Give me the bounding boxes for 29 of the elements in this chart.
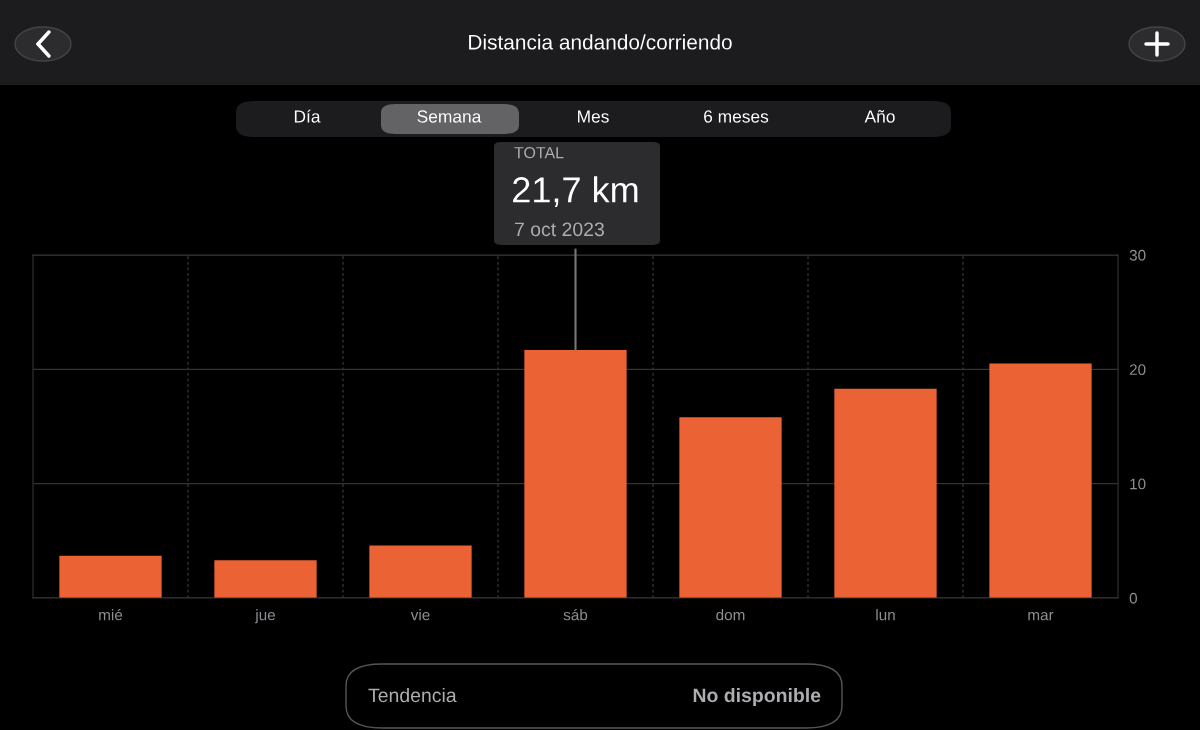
x-tick-label: vie	[410, 609, 430, 621]
text: Día	[294, 109, 321, 123]
x-tick-label: sáb	[563, 608, 588, 621]
text: 7 oct 2023	[515, 222, 604, 237]
text: 6 meses	[704, 110, 769, 123]
text: Mes	[578, 110, 609, 123]
text: Semana	[417, 110, 482, 123]
text: No disponible	[693, 687, 821, 707]
text: Tendencia	[368, 687, 457, 703]
y-tick-label: 20	[1129, 364, 1146, 376]
bar	[834, 388, 937, 598]
bar	[369, 545, 472, 598]
bar	[989, 363, 1092, 598]
y-tick-label: 0	[1129, 592, 1138, 604]
bar	[214, 560, 317, 598]
text: Año	[864, 110, 895, 123]
x-tick-label: mié	[99, 608, 123, 621]
y-tick-label: 10	[1130, 478, 1146, 490]
y-tick-label: 30	[1129, 249, 1146, 261]
bar	[679, 417, 782, 598]
annotation: 21,7 km	[513, 176, 638, 207]
x-tick-label: lun	[876, 609, 895, 621]
chart-title: Distancia andando/corriendo	[469, 34, 732, 50]
x-tick-label: jue	[254, 609, 276, 624]
text: TOTAL	[514, 146, 564, 159]
bar	[524, 349, 627, 598]
bar	[59, 555, 162, 598]
x-tick-label: mar	[1028, 611, 1054, 621]
x-tick-label: dom	[716, 609, 745, 621]
